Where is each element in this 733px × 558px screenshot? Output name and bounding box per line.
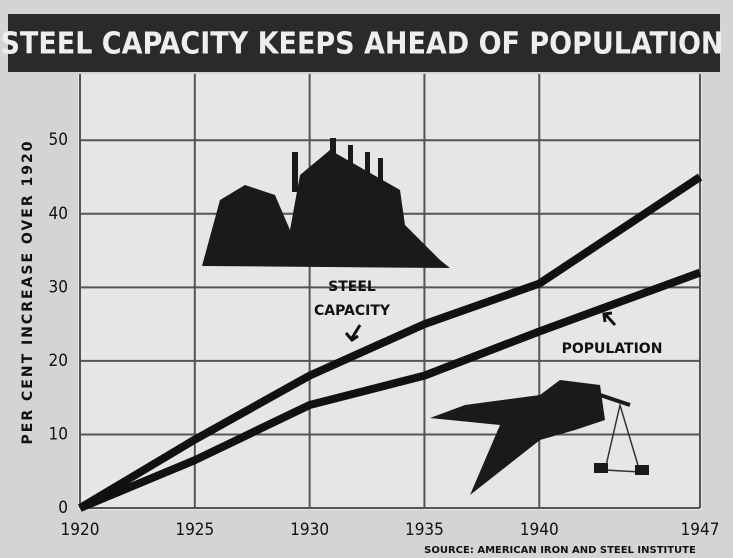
x-tick-label: 1925 xyxy=(175,520,214,540)
x-tick-label: 1930 xyxy=(290,520,329,540)
x-tick-label: 1940 xyxy=(520,520,559,540)
chart: STEEL CAPACITY KEEPS AHEAD OF POPULATION… xyxy=(0,0,733,558)
annotation: POPULATION xyxy=(562,341,663,357)
x-tick-label: 1920 xyxy=(61,520,100,540)
y-tick-label: 20 xyxy=(49,351,68,371)
chart-title: STEEL CAPACITY KEEPS AHEAD OF POPULATION xyxy=(0,27,723,62)
x-tick-label: 1947 xyxy=(681,520,720,540)
source: SOURCE: AMERICAN IRON AND STEEL INSTITUT… xyxy=(424,545,696,556)
y-axis-label: PER CENT INCREASE OVER 1920 xyxy=(20,140,36,445)
y-tick-label: 0 xyxy=(58,498,68,518)
y-tick-label: 40 xyxy=(49,204,68,224)
annotation: STEEL xyxy=(328,279,376,295)
y-tick-label: 30 xyxy=(49,277,68,297)
x-tick-label: 1935 xyxy=(405,520,444,540)
annotation: CAPACITY xyxy=(314,303,391,319)
y-tick-label: 10 xyxy=(49,424,68,444)
y-tick-label: 50 xyxy=(49,130,68,150)
